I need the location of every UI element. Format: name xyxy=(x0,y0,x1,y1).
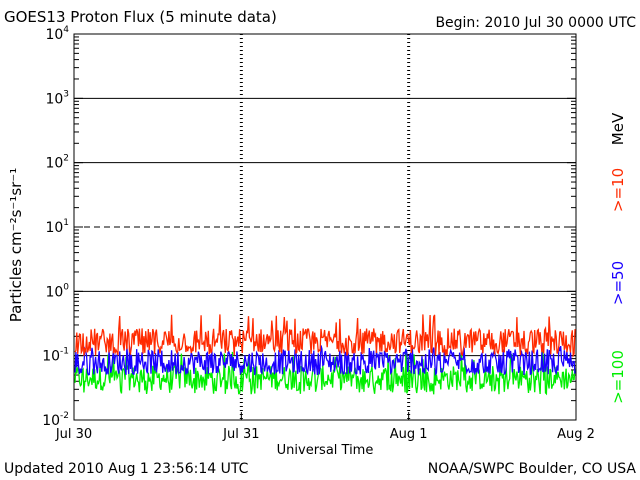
y-axis-label: Particles cm⁻²s⁻¹sr⁻¹ xyxy=(7,168,25,322)
y-tick-label: 100 xyxy=(45,282,69,300)
y-tick-label: 104 xyxy=(45,25,69,43)
begin-date: Begin: 2010 Jul 30 0000 UTC xyxy=(435,15,636,31)
series-ge100 xyxy=(74,351,576,396)
legend-energy-unit: MeV xyxy=(609,112,627,145)
y-tick-label: 10-1 xyxy=(42,347,69,365)
series-lines xyxy=(74,314,576,396)
chart-title: GOES13 Proton Flux (5 minute data) xyxy=(4,8,277,26)
x-tick-label: Jul 31 xyxy=(222,427,259,442)
legend-ge10: >=10 xyxy=(609,168,627,212)
x-axis-label: Universal Time xyxy=(277,443,374,458)
legend-ge100: >=100 xyxy=(609,350,627,404)
day-markers xyxy=(73,34,577,420)
legend-ge50: >=50 xyxy=(609,261,627,305)
y-tick-label: 101 xyxy=(45,218,69,236)
grid-lines xyxy=(74,97,576,357)
y-tick-labels: 104 103 102 101 100 10-1 10-2 xyxy=(42,25,69,429)
x-tick-label: Aug 1 xyxy=(390,427,428,442)
y-tick-label: 102 xyxy=(45,154,69,172)
minor-ticks xyxy=(74,36,576,421)
y-tick-label: 103 xyxy=(45,89,69,107)
data-source: NOAA/SWPC Boulder, CO USA xyxy=(428,461,637,477)
x-tick-label: Jul 30 xyxy=(55,427,92,442)
y-tick-label: 10-2 xyxy=(42,411,69,429)
updated-timestamp: Updated 2010 Aug 1 23:56:14 UTC xyxy=(4,461,249,477)
series-ge10 xyxy=(74,314,576,358)
series-ge50 xyxy=(74,345,576,377)
x-tick-labels: Jul 30 Jul 31 Aug 1 Aug 2 xyxy=(55,427,595,442)
x-tick-label: Aug 2 xyxy=(557,427,595,442)
